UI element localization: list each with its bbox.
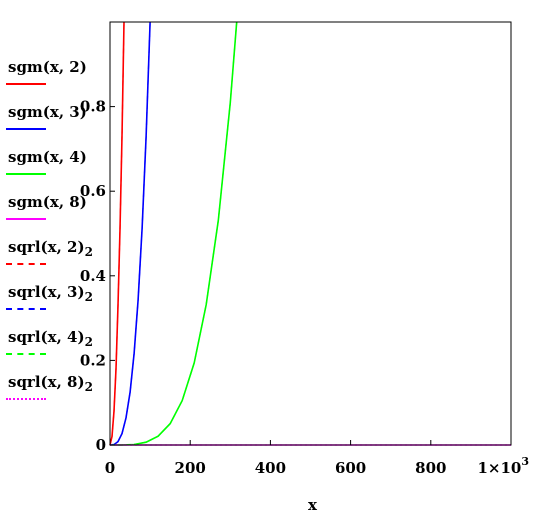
legend-label: sqrl(x, 8)2 — [8, 373, 93, 394]
legend-swatch — [6, 218, 46, 220]
legend-swatch — [6, 128, 46, 130]
x-tick-exponent: 3 — [521, 455, 529, 468]
legend-swatch — [6, 83, 46, 85]
legend-label: sqrl(x, 4)2 — [8, 328, 93, 349]
y-tick-label: 0.6 — [80, 182, 106, 200]
legend-swatch — [6, 308, 46, 310]
legend-subscript: 2 — [84, 245, 93, 259]
series-line-sgm-x-4 — [110, 21, 238, 446]
legend-item-sqrl-x-8: sqrl(x, 8)2 — [6, 373, 106, 418]
legend-item-sgm-x-3: sgm(x, 3) — [6, 103, 106, 148]
legend-item-sqrl-x-4: sqrl(x, 4)2 — [6, 328, 106, 373]
legend-item-sqrl-x-2: sqrl(x, 2)2 — [6, 238, 106, 283]
series-line-sqrl-x-4-sub — [110, 21, 238, 446]
y-tick-label: 0.4 — [80, 267, 106, 285]
plot-frame — [109, 21, 512, 446]
legend-item-sgm-x-8: sgm(x, 8) — [6, 193, 106, 238]
y-tick-label: 0.2 — [80, 351, 106, 369]
legend-label: sgm(x, 8) — [8, 193, 87, 211]
legend-swatch — [6, 353, 46, 355]
legend-label: sgm(x, 3) — [8, 103, 87, 121]
x-tick-label: 1×103 — [477, 455, 529, 477]
series-line-sgm-x-2 — [109, 21, 125, 446]
legend-label: sgm(x, 2) — [8, 58, 87, 76]
x-tick-label: 600 — [335, 459, 366, 477]
chart-legend: sgm(x, 2) sgm(x, 3) sgm(x, 4) sgm(x, 8) sqrl… — [6, 58, 106, 418]
legend-label: sqrl(x, 2)2 — [8, 238, 93, 259]
series-line-sqrl-x-2-sub — [109, 21, 125, 446]
legend-item-sqrl-x-3: sqrl(x, 3)2 — [6, 283, 106, 328]
y-tick-label: 0.8 — [80, 98, 106, 116]
x-tick-label: 0 — [105, 459, 115, 477]
legend-subscript: 2 — [84, 335, 93, 349]
legend-subscript: 2 — [84, 380, 93, 394]
legend-swatch — [6, 173, 46, 175]
x-axis-label: x — [308, 496, 318, 514]
legend-item-sgm-x-2: sgm(x, 2) — [6, 58, 106, 103]
x-tick-label: 400 — [255, 459, 286, 477]
x-tick-label: 200 — [175, 459, 206, 477]
legend-label: sgm(x, 4) — [8, 148, 87, 166]
x-tick-label: 800 — [415, 459, 446, 477]
series-line-sqrl-x-3-sub — [109, 21, 151, 446]
legend-swatch — [6, 398, 46, 400]
legend-subscript: 2 — [84, 290, 93, 304]
legend-label: sqrl(x, 3)2 — [8, 283, 93, 304]
legend-item-sgm-x-4: sgm(x, 4) — [6, 148, 106, 193]
legend-swatch — [6, 263, 46, 265]
y-tick-label: 0 — [96, 436, 106, 454]
